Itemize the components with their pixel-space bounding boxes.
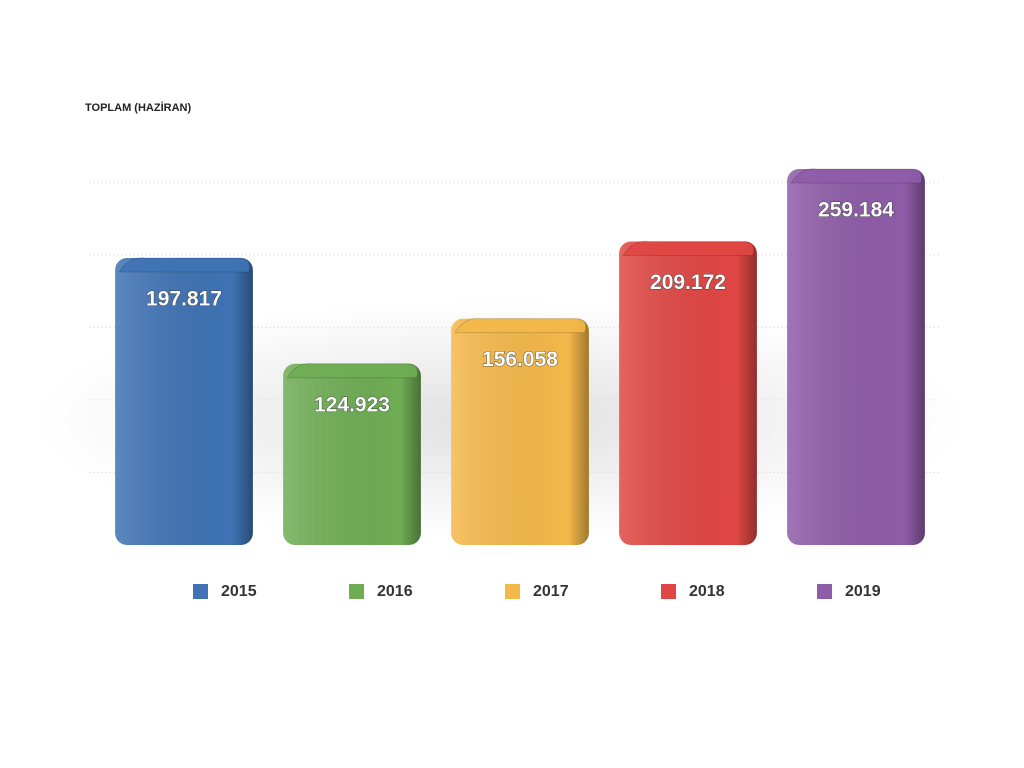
bar-top [790,168,923,184]
bar-shade [619,241,757,545]
legend-swatch [193,584,208,599]
bar-shade [115,257,253,545]
value-label: 197.817 [146,288,222,311]
legend-label: 2017 [533,583,569,600]
legend-label: 2015 [221,583,257,600]
value-label: 156.058 [482,348,558,371]
value-label: 124.923 [314,393,390,416]
legend-swatch [817,584,832,599]
bar-top [622,240,755,257]
chart-title: TOPLAM (HAZİRAN) [85,101,191,114]
bar-top [286,363,419,379]
legend-label: 2016 [377,583,413,600]
bar-shade [451,318,589,545]
bar-shade [787,168,925,545]
value-label: 209.172 [650,271,726,294]
bar-shade [283,363,421,545]
value-label: 259.184 [818,198,894,221]
legend-label: 2019 [845,583,881,600]
bar-top [118,257,251,273]
legend-swatch [661,584,676,599]
legend-swatch [349,584,364,599]
legend-label: 2018 [689,583,725,600]
bar-top [454,317,587,334]
legend-swatch [505,584,520,599]
